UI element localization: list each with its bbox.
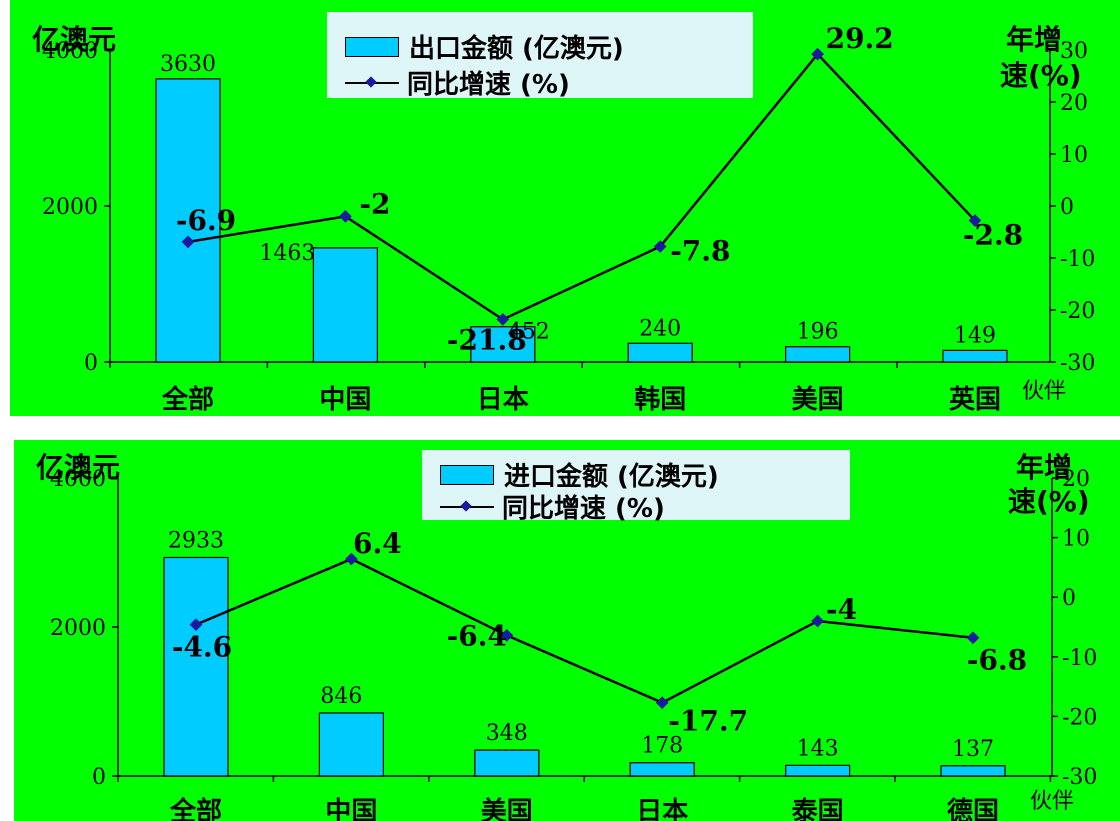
import-category-label: 泰国 xyxy=(792,797,844,821)
import-right-tick-label: 10 xyxy=(1062,527,1090,552)
export-right-tick-label: -20 xyxy=(1060,299,1095,324)
legend-bar-entry: 进口金额 (亿澳元) xyxy=(440,456,719,493)
legend-bar-entry: 出口金额 (亿澳元) xyxy=(345,28,624,65)
import-growth-point xyxy=(966,631,980,645)
export-right-axis-title-line2: 速(%) xyxy=(1000,59,1082,92)
export-bar-value-label: 240 xyxy=(639,316,681,341)
import-bar-value-label: 846 xyxy=(320,684,362,709)
import-bar-value-label: 348 xyxy=(486,721,528,746)
export-legend: 出口金额 (亿澳元) 同比增速 (%) xyxy=(327,12,753,101)
export-growth-point xyxy=(339,210,352,223)
line-marker-icon xyxy=(345,73,399,93)
import-bar-value-label: 137 xyxy=(952,737,994,762)
import-growth-value-label: -6.8 xyxy=(967,644,1027,677)
export-right-axis-title-line1: 年增 xyxy=(1006,23,1063,56)
export-category-label: 美国 xyxy=(792,384,844,415)
bar-swatch-icon xyxy=(345,36,399,57)
export-category-label: 中国 xyxy=(319,385,371,415)
import-growth-value-label: -4.6 xyxy=(172,631,232,664)
export-bar xyxy=(784,346,851,363)
export-right-tick-label: 0 xyxy=(1060,195,1074,220)
export-category-label: 韩国 xyxy=(634,385,686,415)
import-left-axis-title: 亿澳元 xyxy=(36,451,121,484)
import-growth-value-label: -17.7 xyxy=(668,705,748,738)
export-bar xyxy=(627,342,693,363)
import-bar xyxy=(474,749,540,777)
import-growth-point xyxy=(811,614,824,628)
import-left-tick-label: 4000 xyxy=(50,467,106,492)
import-bar xyxy=(163,556,229,777)
export-growth-point xyxy=(181,235,195,249)
export-bar xyxy=(942,349,1008,363)
export-bar-value-label: 149 xyxy=(954,323,996,348)
import-growth-value-label: 6.4 xyxy=(353,527,402,560)
import-bar-value-label: 2933 xyxy=(168,528,224,553)
import-bar xyxy=(629,762,695,777)
import-x-unit-label: 伙伴 xyxy=(1030,789,1074,814)
export-bar-value-label: 3630 xyxy=(160,52,216,77)
export-right-tick-label: -30 xyxy=(1060,351,1095,376)
import-bar-value-label: 143 xyxy=(797,736,839,761)
legend-line-entry: 同比增速 (%) xyxy=(345,64,570,101)
import-right-axis-title-line2: 速(%) xyxy=(1008,485,1090,518)
export-growth-value-label: 29.2 xyxy=(826,22,894,55)
export-category-label: 英国 xyxy=(949,385,1001,415)
import-bar xyxy=(784,764,851,777)
import-right-tick-label: -20 xyxy=(1062,705,1097,730)
export-growth-value-label: -21.8 xyxy=(447,323,527,356)
export-left-tick-label: 0 xyxy=(84,351,98,376)
export-category-label: 全部 xyxy=(161,384,214,415)
legend-bar-label: 出口金额 (亿澳元) xyxy=(409,34,624,64)
import-bar xyxy=(318,712,384,777)
export-growth-value-label: -2.8 xyxy=(963,219,1023,252)
export-bar xyxy=(155,78,221,363)
export-x-unit-label: 伙伴 xyxy=(1022,379,1066,404)
import-category-label: 日本 xyxy=(636,797,688,821)
export-bar-value-label: 196 xyxy=(797,320,839,345)
bar-swatch-icon xyxy=(440,464,494,485)
import-category-label: 美国 xyxy=(481,796,533,821)
import-left-tick-label: 2000 xyxy=(50,616,106,641)
export-left-tick-label: 2000 xyxy=(42,195,98,220)
import-left-tick-label: 0 xyxy=(92,765,106,790)
legend-bar-label: 进口金额 (亿澳元) xyxy=(504,462,719,492)
legend-line-label: 同比增速 (%) xyxy=(407,70,570,100)
import-category-label: 中国 xyxy=(325,797,377,821)
export-right-tick-label: 20 xyxy=(1060,91,1088,116)
export-left-axis-title: 亿澳元 xyxy=(32,23,117,56)
legend-line-entry: 同比增速 (%) xyxy=(440,488,665,525)
export-growth-value-label: -2 xyxy=(359,187,390,220)
import-right-axis-title-line1: 年增 xyxy=(1016,451,1073,484)
export-bar-value-label: 452 xyxy=(508,320,550,345)
export-growth-value-label: -6.9 xyxy=(176,204,236,237)
export-growth-point xyxy=(496,312,510,326)
import-growth-value-label: -6.4 xyxy=(447,619,507,652)
export-right-tick-label: -10 xyxy=(1060,247,1095,272)
export-category-label: 日本 xyxy=(477,385,529,415)
import-right-tick-label: -30 xyxy=(1062,765,1097,790)
import-right-tick-label: -10 xyxy=(1062,646,1097,671)
export-bar xyxy=(312,247,378,363)
import-category-label: 全部 xyxy=(169,796,222,821)
import-bar xyxy=(940,765,1006,777)
import-right-tick-label: 0 xyxy=(1062,586,1076,611)
import-bar-value-label: 178 xyxy=(641,734,683,759)
import-right-tick-label: 20 xyxy=(1062,467,1090,492)
import-growth-value-label: -4 xyxy=(826,593,857,626)
export-growth-value-label: -7.8 xyxy=(670,235,730,268)
export-bar xyxy=(470,326,536,363)
legend-line-label: 同比增速 (%) xyxy=(502,494,665,524)
import-growth-line xyxy=(195,557,974,705)
import-legend: 进口金额 (亿澳元) 同比增速 (%) xyxy=(422,450,850,524)
export-growth-line xyxy=(187,52,976,321)
export-right-tick-label: 30 xyxy=(1060,39,1088,64)
export-left-tick-label: 4000 xyxy=(42,39,98,64)
import-growth-point xyxy=(655,696,669,710)
export-right-tick-label: 10 xyxy=(1060,143,1088,168)
import-category-label: 德国 xyxy=(947,797,999,821)
export-bar-value-label: 1463 xyxy=(259,241,315,266)
line-marker-icon xyxy=(440,497,494,517)
